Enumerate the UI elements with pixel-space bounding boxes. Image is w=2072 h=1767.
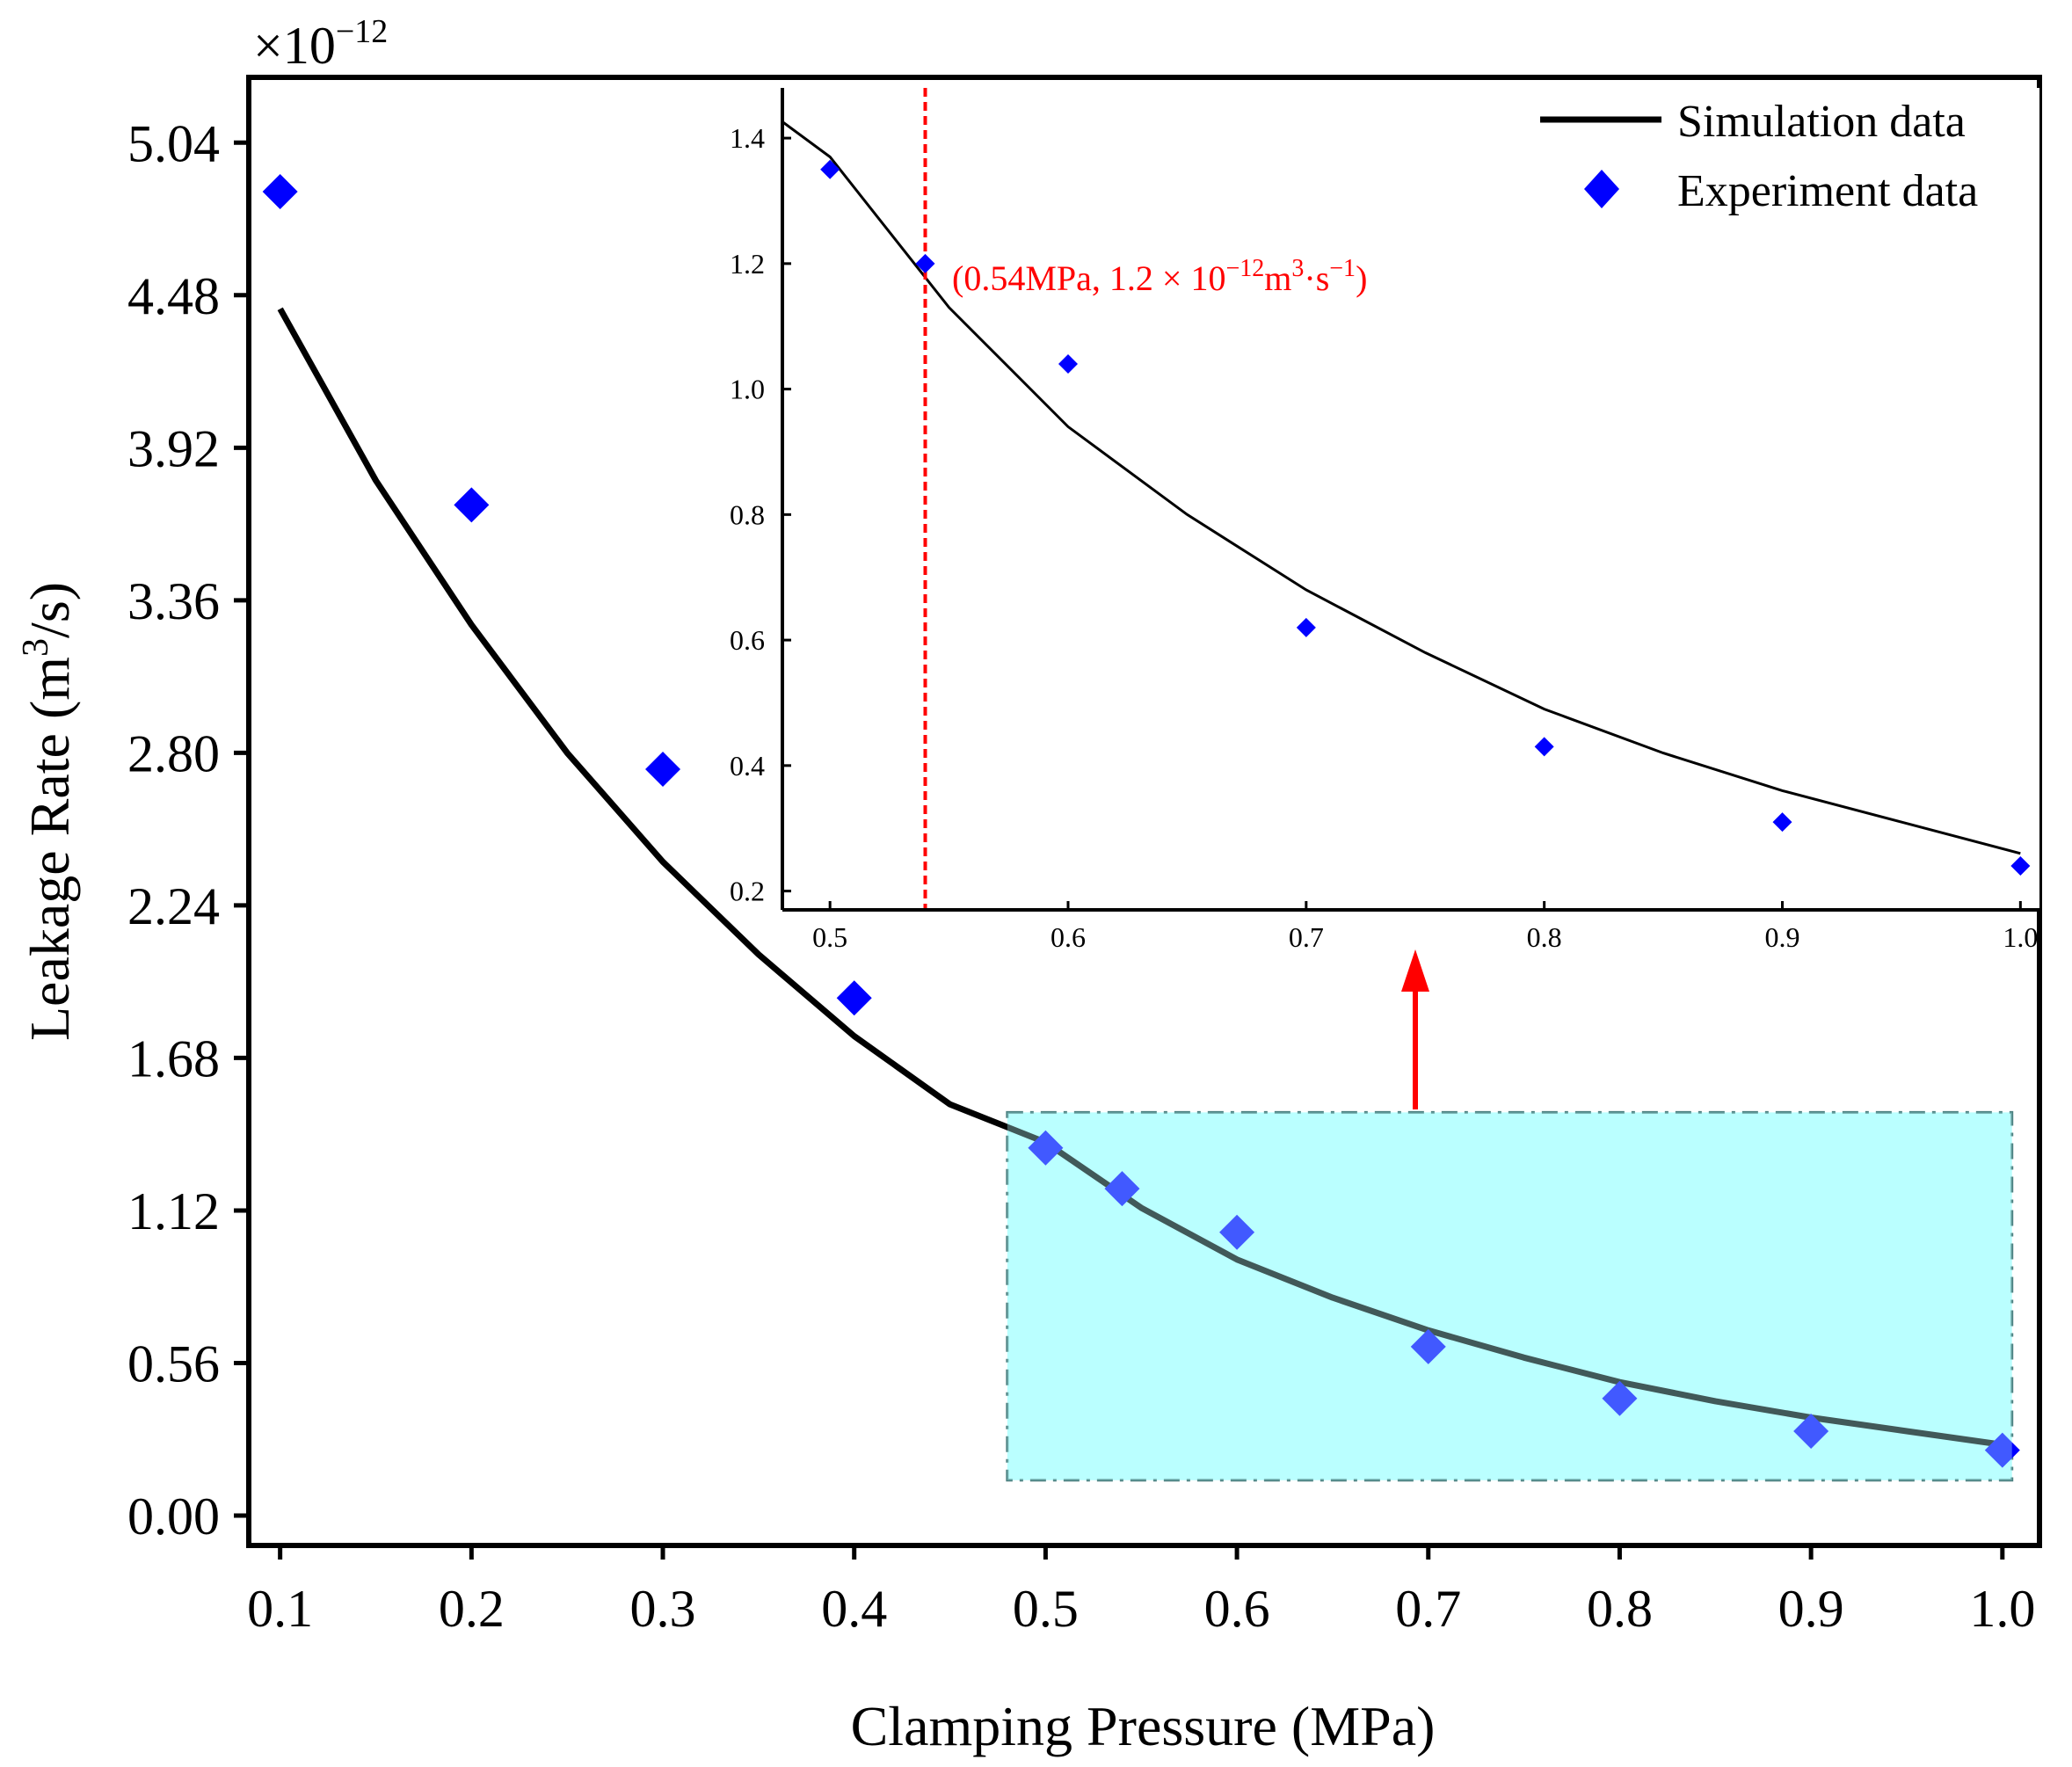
- x-tick-label: 0.6: [1204, 1580, 1270, 1638]
- inset-plot-background: [782, 88, 2039, 910]
- y-axis-multiplier: ×10−12: [253, 13, 388, 75]
- inset-annotation: (0.54MPa, 1.2 × 10−12m3·s−1): [952, 255, 1367, 298]
- y-tick-label: 5.04: [127, 114, 220, 172]
- y-tick-label: 2.24: [127, 877, 220, 935]
- experiment-point: [1410, 1328, 1446, 1364]
- annotation-exp2: 3: [1291, 255, 1304, 282]
- inset-x-axis-ticks: 0.5 0.6 0.7 0.8 0.9 1.0: [812, 901, 2038, 953]
- inset-experiment-point: [1534, 737, 1554, 757]
- experiment-point: [1984, 1432, 2020, 1468]
- inset-y-tick-label: 0.2: [730, 876, 765, 907]
- x-tick-label: 1.0: [1969, 1580, 2035, 1638]
- inset-y-tick-label: 1.2: [730, 248, 765, 280]
- legend-diamond-swatch: [1584, 170, 1619, 208]
- y-axis-label-prefix: Leakage Rate (m: [18, 657, 81, 1041]
- inset-x-tick-label: 0.7: [1289, 921, 1324, 953]
- experiment-point: [1028, 1130, 1064, 1166]
- inset-experiment-point: [820, 159, 840, 179]
- inset-axes: [781, 88, 2039, 912]
- legend: Simulation data Experiment data: [1540, 97, 1978, 216]
- highlight-overlay: [1007, 1112, 2012, 1480]
- y-tick-label: 2.80: [127, 724, 220, 782]
- inset-y-tick-label: 0.8: [730, 498, 765, 530]
- annotation-exp3: −1: [1329, 255, 1356, 282]
- y-tick-label: 3.36: [127, 572, 220, 630]
- y-tick-label: 1.68: [127, 1029, 220, 1087]
- y-tick-label: 1.12: [127, 1182, 220, 1240]
- multiplier-exponent: −12: [336, 13, 388, 50]
- x-tick-label: 0.7: [1395, 1580, 1461, 1638]
- annotation-exp1: −12: [1225, 255, 1264, 282]
- inset-x-tick-label: 0.6: [1051, 921, 1086, 953]
- experiment-point: [1219, 1214, 1255, 1250]
- inset-experiment-point: [915, 253, 935, 273]
- legend-label-experiment: Experiment data: [1677, 166, 1978, 216]
- x-tick-label: 0.1: [247, 1580, 313, 1638]
- legend-label-simulation: Simulation data: [1677, 97, 1966, 147]
- inset-experiment-point: [1058, 354, 1078, 374]
- experiment-point: [1602, 1380, 1638, 1416]
- experiment-point: [645, 751, 681, 787]
- zoom-arrow-head: [1401, 949, 1429, 992]
- multiplier-base: ×10: [253, 17, 336, 75]
- experiment-point: [454, 487, 490, 523]
- inset-experiment-point: [2010, 856, 2031, 876]
- y-axis-label-suffix: /s): [18, 582, 81, 638]
- x-tick-label: 0.2: [439, 1580, 505, 1638]
- annotation-suffix: ): [1356, 258, 1367, 298]
- y-tick-label: 3.92: [127, 419, 220, 477]
- experiment-point: [1793, 1413, 1829, 1449]
- inset-y-axis-ticks: 0.2 0.4 0.6 0.8 1.0 1.2 1.4: [730, 122, 791, 907]
- inset-experiment-point: [1296, 617, 1316, 637]
- experiment-point: [262, 174, 298, 210]
- main-plot-layer: [262, 174, 2020, 1480]
- experiment-point: [1104, 1171, 1140, 1207]
- y-tick-label: 0.00: [127, 1487, 220, 1545]
- inset-y-tick-label: 0.4: [730, 750, 765, 782]
- y-axis-label-sup: 3: [16, 638, 56, 657]
- highlight-region: [1006, 1110, 2014, 1482]
- x-tick-label: 0.9: [1778, 1580, 1844, 1638]
- x-tick-label: 0.3: [630, 1580, 696, 1638]
- y-axis-ticks: 0.00 0.56 1.12 1.68 2.24 2.80 3.36 3.92 4.48 5.04: [127, 114, 249, 1545]
- inset-experiment-point: [1772, 812, 1792, 833]
- inset-plot-layer: [782, 88, 2031, 910]
- experiment-point: [836, 980, 872, 1016]
- simulation-curve: [277, 307, 2003, 1448]
- inset-x-tick-label: 0.8: [1527, 921, 1562, 953]
- y-tick-label: 4.48: [127, 267, 220, 325]
- inset-x-tick-label: 0.9: [1765, 921, 1800, 953]
- inset-simulation-curve: [782, 120, 2021, 855]
- x-tick-label: 0.4: [821, 1580, 887, 1638]
- annotation-unit-s: ·s: [1304, 258, 1329, 298]
- annotation-unit-m: m: [1264, 258, 1291, 298]
- inset-x-tick-label: 0.5: [812, 921, 847, 953]
- y-axis-label: Leakage Rate (m3/s): [16, 582, 81, 1041]
- x-axis-label: Clamping Pressure (MPa): [851, 1695, 1436, 1757]
- x-tick-label: 0.5: [1013, 1580, 1079, 1638]
- x-tick-label: 0.8: [1587, 1580, 1653, 1638]
- y-tick-label: 0.56: [127, 1334, 220, 1393]
- inset-y-tick-label: 0.6: [730, 624, 765, 656]
- inset-x-tick-label: 1.0: [2003, 921, 2038, 953]
- inset-y-tick-label: 1.4: [730, 122, 765, 154]
- annotation-prefix: (0.54MPa, 1.2 × 10: [952, 258, 1225, 298]
- x-axis-ticks: 0.1 0.2 0.3 0.4 0.5 0.6 0.7 0.8 0.9 1.0: [247, 1545, 2035, 1638]
- inset-y-tick-label: 1.0: [730, 374, 765, 405]
